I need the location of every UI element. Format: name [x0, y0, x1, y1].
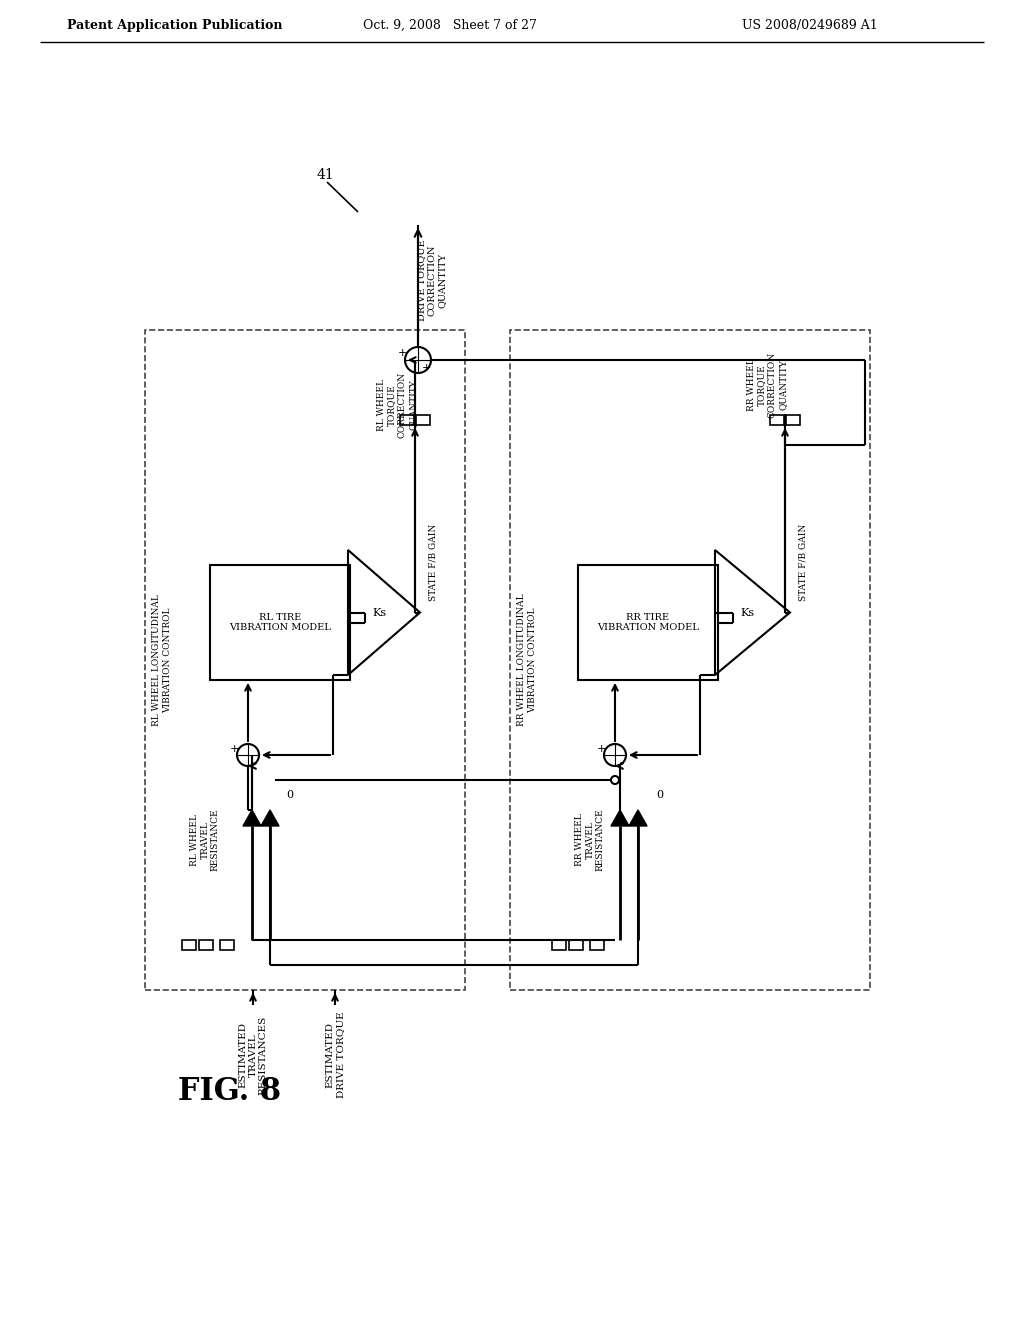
Text: Ks: Ks	[372, 607, 386, 618]
Text: RR TIRE
VIBRATION MODEL: RR TIRE VIBRATION MODEL	[597, 612, 699, 632]
Polygon shape	[611, 810, 629, 826]
Text: 41: 41	[317, 168, 335, 182]
Text: RL WHEEL LONGITUDINAL
VIBRATION CONTROL: RL WHEEL LONGITUDINAL VIBRATION CONTROL	[153, 594, 172, 726]
Bar	[400, 414, 414, 425]
Text: +: +	[397, 348, 407, 358]
Text: 0: 0	[287, 789, 294, 800]
Bar	[569, 940, 583, 950]
Text: US 2008/0249689 A1: US 2008/0249689 A1	[742, 18, 878, 32]
Text: DRIVE TORQUE
CORRECTION
QUANTITY: DRIVE TORQUE CORRECTION QUANTITY	[417, 239, 446, 321]
Text: Ks: Ks	[740, 607, 755, 618]
Text: STATE F/B GAIN: STATE F/B GAIN	[428, 524, 437, 601]
Bar	[182, 940, 196, 950]
Text: ESTIMATED
DRIVE TORQUE: ESTIMATED DRIVE TORQUE	[326, 1011, 345, 1098]
Text: RL WHEEL
TORQUE
CORRECTION
QUANTITY: RL WHEEL TORQUE CORRECTION QUANTITY	[377, 372, 417, 438]
Polygon shape	[261, 810, 279, 826]
Bar	[199, 940, 213, 950]
Bar	[552, 940, 566, 950]
Bar	[416, 414, 430, 425]
Text: -: -	[620, 759, 623, 767]
Text: +: +	[421, 363, 431, 374]
Bar	[145, 330, 465, 990]
Text: RL TIRE
VIBRATION MODEL: RL TIRE VIBRATION MODEL	[229, 612, 331, 632]
Text: 0: 0	[656, 789, 664, 800]
Polygon shape	[243, 810, 261, 826]
Text: RR WHEEL
TORQUE
CORRECTION
QUANTITY: RR WHEEL TORQUE CORRECTION QUANTITY	[746, 352, 787, 418]
Text: RL WHEEL
TRAVEL
RESISTANCE: RL WHEEL TRAVEL RESISTANCE	[190, 809, 220, 871]
Text: STATE F/B GAIN: STATE F/B GAIN	[799, 524, 808, 601]
Text: FIG. 8: FIG. 8	[178, 1077, 282, 1107]
Text: +: +	[229, 744, 239, 754]
Bar	[510, 330, 870, 990]
Bar	[210, 565, 350, 680]
Bar	[578, 565, 718, 680]
Bar	[220, 940, 234, 950]
Text: +: +	[596, 744, 605, 754]
Text: Patent Application Publication: Patent Application Publication	[68, 18, 283, 32]
Circle shape	[611, 776, 618, 784]
Text: Oct. 9, 2008   Sheet 7 of 27: Oct. 9, 2008 Sheet 7 of 27	[364, 18, 537, 32]
Polygon shape	[629, 810, 647, 826]
Bar	[786, 414, 800, 425]
Bar	[590, 940, 604, 950]
Text: RR WHEEL
TRAVEL
RESISTANCE: RR WHEEL TRAVEL RESISTANCE	[575, 809, 605, 871]
Text: -: -	[252, 759, 256, 767]
Bar	[770, 414, 784, 425]
Text: RR WHEEL LONGITUDINAL
VIBRATION CONTROL: RR WHEEL LONGITUDINAL VIBRATION CONTROL	[517, 594, 537, 726]
Text: ESTIMATED
TRAVEL
RESISTANCES: ESTIMATED TRAVEL RESISTANCES	[239, 1015, 268, 1094]
